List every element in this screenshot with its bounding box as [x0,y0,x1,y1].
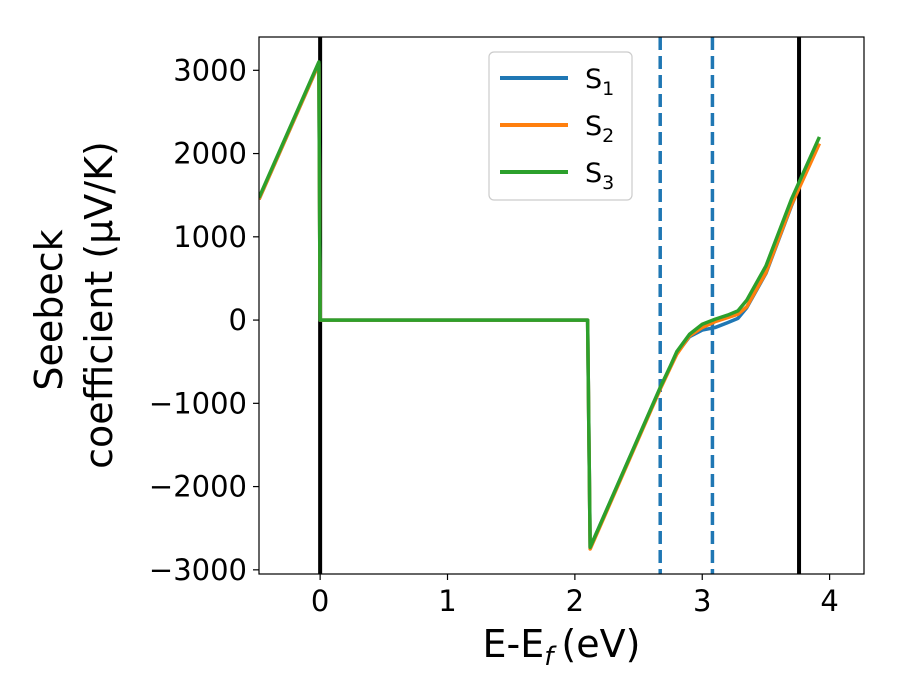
x-tick-label: 2 [566,584,584,618]
legend-label-s2: S2 [585,111,614,147]
series-line-s3 [259,60,822,550]
legend-label-s1: S1 [585,64,614,100]
x-tick-label: 3 [693,584,711,618]
legend-label-s3: S3 [585,158,614,194]
series-lines [259,60,822,551]
y-tick-label: −3000 [149,553,247,587]
y-tick-label: 2000 [173,137,247,171]
x-tick-label: 0 [311,584,329,618]
plot-frame [258,36,865,575]
x-axis-title-unit: (eV) [561,622,640,666]
x-tick-label: 4 [820,584,838,618]
x-axis-title-subscript: f [544,642,557,672]
x-axis-title: E-Ef (eV) [483,622,641,672]
y-axis-title-line1: Seebeck [27,229,71,390]
y-axis-title-line2: coefficient (μV/K) [77,141,121,469]
y-tick-label: 0 [229,303,247,337]
y-tick-label: 1000 [173,220,247,254]
y-tick-label: −1000 [149,386,247,420]
y-tick-label: 3000 [173,53,247,87]
x-tick-label: 1 [438,584,456,618]
y-axis-title: Seebeck coefficient (μV/K) [27,141,121,469]
x-axis-title-main: E-E [483,622,545,666]
legend: S1 S2 S3 [488,51,633,201]
y-tick-label: −2000 [149,470,247,504]
axis-ticks: 0 1 2 3 4 −3000 −2000 −1000 0 1000 2000 3000 [149,53,839,618]
